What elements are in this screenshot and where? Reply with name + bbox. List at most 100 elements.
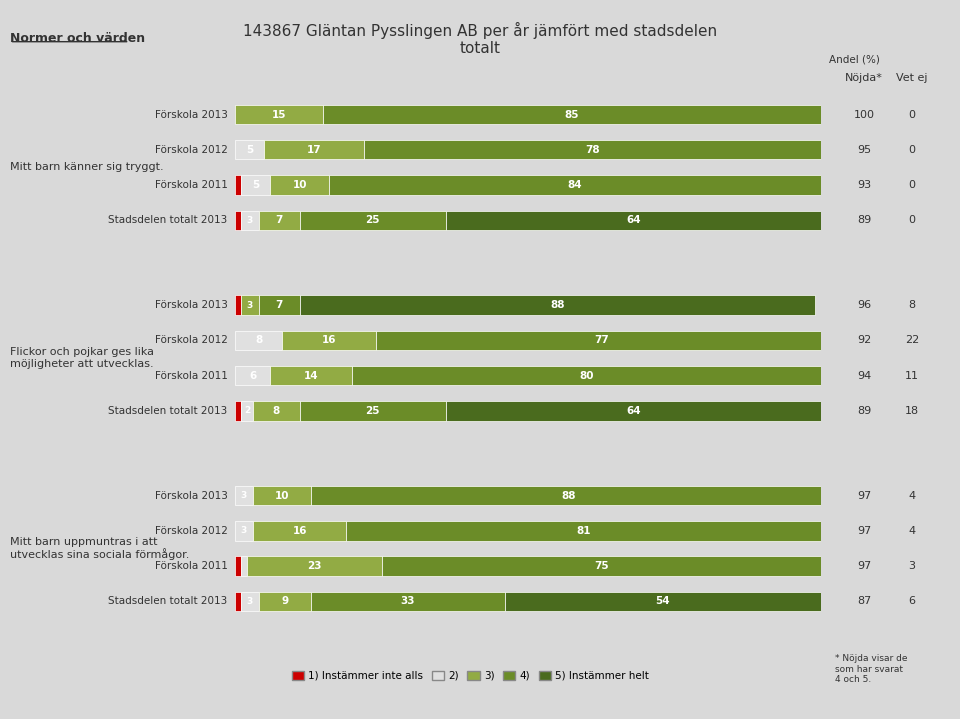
Text: 6: 6 [250,370,256,380]
Bar [235,331,282,350]
Bar [235,486,252,505]
Bar [446,401,821,421]
Text: 85: 85 [564,109,579,119]
Text: Förskola 2011: Förskola 2011 [155,561,228,571]
Bar [271,175,329,195]
Text: 18: 18 [905,406,919,416]
Text: 5: 5 [246,145,253,155]
Text: 9: 9 [281,596,289,606]
Bar [235,175,241,195]
Text: 100: 100 [853,109,875,119]
Bar [241,175,271,195]
Text: 64: 64 [626,216,640,225]
Text: 33: 33 [400,596,416,606]
Text: 4: 4 [908,490,916,500]
Text: 7: 7 [276,216,283,225]
Text: Förskola 2012: Förskola 2012 [155,145,228,155]
Text: Stadsdelen totalt 2013: Stadsdelen totalt 2013 [108,596,228,606]
Bar [252,401,300,421]
Bar [235,366,271,385]
Text: 95: 95 [857,145,871,155]
Text: 8: 8 [255,335,262,345]
Bar [446,211,821,230]
Text: 3: 3 [241,526,247,536]
Text: Förskola 2012: Förskola 2012 [155,526,228,536]
Text: 97: 97 [857,490,871,500]
Bar [235,557,241,576]
Bar [241,401,252,421]
Text: 78: 78 [585,145,600,155]
Bar [329,175,821,195]
Text: 94: 94 [857,370,871,380]
Bar [241,557,247,576]
Text: 77: 77 [594,335,609,345]
Bar [352,366,821,385]
Text: 11: 11 [905,370,919,380]
Bar [381,557,821,576]
Bar [347,521,821,541]
Text: 8: 8 [273,406,279,416]
Text: 6: 6 [908,596,916,606]
Bar [252,486,311,505]
Text: 87: 87 [857,596,871,606]
Text: 89: 89 [857,406,871,416]
Text: 80: 80 [579,370,594,380]
Text: Flickor och pojkar ges lika
möjligheter att utvecklas.: Flickor och pojkar ges lika möjligheter … [10,347,154,369]
Bar [364,140,821,160]
Text: 3: 3 [247,216,253,225]
Bar [241,211,258,230]
Text: 97: 97 [857,526,871,536]
Text: 89: 89 [857,216,871,225]
Bar [235,140,264,160]
Bar [271,366,352,385]
Text: 17: 17 [307,145,322,155]
Bar [235,105,323,124]
Bar [241,296,258,315]
Text: 3: 3 [241,491,247,500]
Legend: 1) Instämmer inte alls, 2), 3), 4), 5) Instämmer helt: 1) Instämmer inte alls, 2), 3), 4), 5) I… [288,667,653,685]
Text: Förskola 2011: Förskola 2011 [155,180,228,190]
Text: 5: 5 [252,180,259,190]
Text: Vet ej: Vet ej [897,73,927,83]
Text: Förskola 2012: Förskola 2012 [155,335,228,345]
Bar [235,521,252,541]
Text: Mitt barn uppmuntras i att
utvecklas sina sociala förmågor.: Mitt barn uppmuntras i att utvecklas sin… [10,536,189,560]
Text: 22: 22 [905,335,919,345]
Text: 10: 10 [275,490,289,500]
Bar [235,211,241,230]
Text: 54: 54 [656,596,670,606]
Bar [311,592,505,611]
Bar [505,592,821,611]
Bar [323,105,821,124]
Text: 10: 10 [293,180,307,190]
Text: Stadsdelen totalt 2013: Stadsdelen totalt 2013 [108,216,228,225]
Bar [258,592,311,611]
Text: 16: 16 [293,526,307,536]
Bar [300,211,446,230]
Bar [300,296,815,315]
Text: 23: 23 [307,561,322,571]
Text: Förskola 2013: Förskola 2013 [155,109,228,119]
Text: 3: 3 [908,561,916,571]
Text: * Nöjda visar de
som har svarat
4 och 5.: * Nöjda visar de som har svarat 4 och 5. [835,654,908,684]
Text: 143867 Gläntan Pysslingen AB per år jämfört med stadsdelen
totalt: 143867 Gläntan Pysslingen AB per år jämf… [243,22,717,56]
Bar [375,331,827,350]
Text: 3: 3 [247,301,253,309]
Text: 0: 0 [908,216,916,225]
Text: 88: 88 [550,300,564,310]
Text: 3: 3 [247,597,253,606]
Bar [258,211,300,230]
Text: Andel (%): Andel (%) [829,55,879,65]
Text: 64: 64 [626,406,640,416]
Bar [311,486,827,505]
Text: 14: 14 [304,370,319,380]
Text: 0: 0 [908,145,916,155]
Text: 25: 25 [366,406,380,416]
Text: 96: 96 [857,300,871,310]
Text: 93: 93 [857,180,871,190]
Text: 84: 84 [567,180,582,190]
Bar [235,401,241,421]
Text: 15: 15 [272,109,286,119]
Text: 4: 4 [908,526,916,536]
Text: 2: 2 [244,406,250,416]
